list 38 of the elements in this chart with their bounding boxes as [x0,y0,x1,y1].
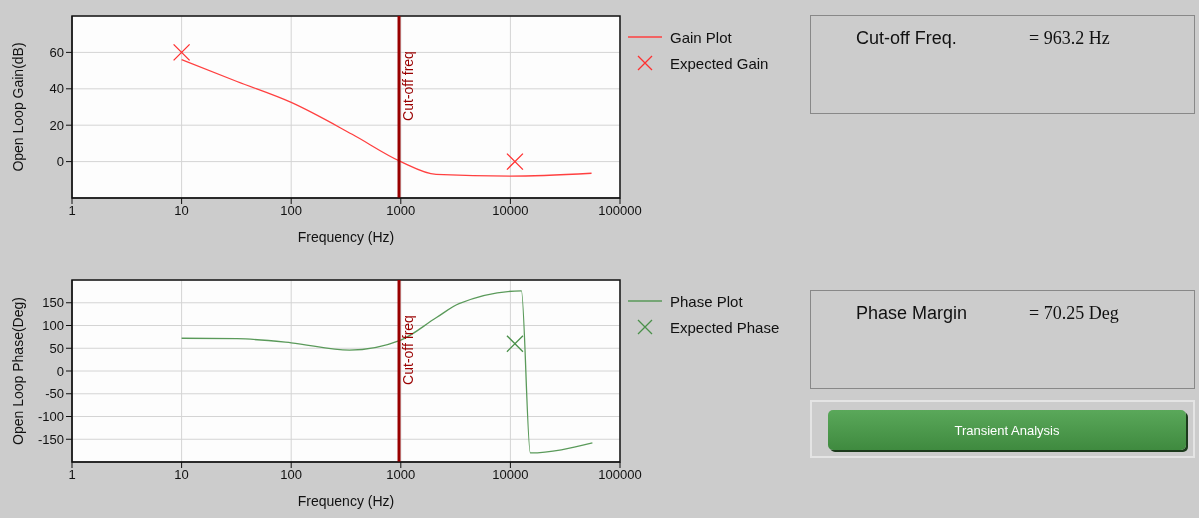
y-tick-label: 40 [49,81,64,97]
y-tick-label: 0 [56,363,64,379]
x-tick-label: 10 [174,203,189,219]
x-tick-label: 100000 [598,203,642,219]
y-tick-label: 0 [56,154,64,170]
text: = 70.25 Deg [1029,303,1119,324]
x-tick-label: 100 [280,203,303,219]
ref-line-label: Cut-off freq [400,315,417,385]
y-tick-label: -100 [37,409,64,425]
y-axis-title: Open Loop Phase(Deg) [9,297,26,445]
y-tick-label: -50 [45,386,64,402]
y-tick-label: 100 [42,318,64,334]
y-tick-label: 150 [42,295,64,311]
legend-label: Expected Phase [670,318,780,336]
x-tick-label: 10 [174,467,189,483]
x-tick-label: 1 [68,203,76,219]
legend-label: Expected Gain [670,54,769,72]
ref-line-label: Cut-off freq [400,51,417,121]
legend-label: Gain Plot [670,28,732,46]
y-tick-label: 50 [49,340,64,356]
y-tick-label: -150 [37,431,64,447]
x-tick-label: 1 [68,467,76,483]
y-axis-title: Open Loop Gain(dB) [9,42,26,172]
button: Transient Analysis [828,410,1186,450]
text: Cut-off Freq. [856,28,957,49]
legend-label: Phase Plot [670,292,743,310]
x-tick-label: 1000 [386,203,416,219]
text: = 963.2 Hz [1029,28,1110,49]
x-tick-label: 10000 [492,467,529,483]
x-axis-title: Frequency (Hz) [297,493,395,509]
x-tick-label: 100000 [598,467,642,483]
y-tick-label: 20 [49,117,64,133]
x-tick-label: 100 [280,467,303,483]
y-tick-label: 60 [49,45,64,61]
x-axis-title: Frequency (Hz) [297,229,395,245]
x-tick-label: 1000 [386,467,416,483]
text: Phase Margin [856,303,968,324]
x-tick-label: 10000 [492,203,529,219]
